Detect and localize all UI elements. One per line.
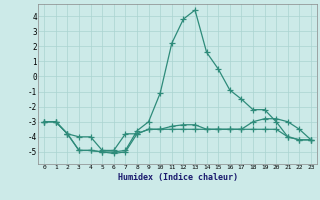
- X-axis label: Humidex (Indice chaleur): Humidex (Indice chaleur): [118, 173, 238, 182]
